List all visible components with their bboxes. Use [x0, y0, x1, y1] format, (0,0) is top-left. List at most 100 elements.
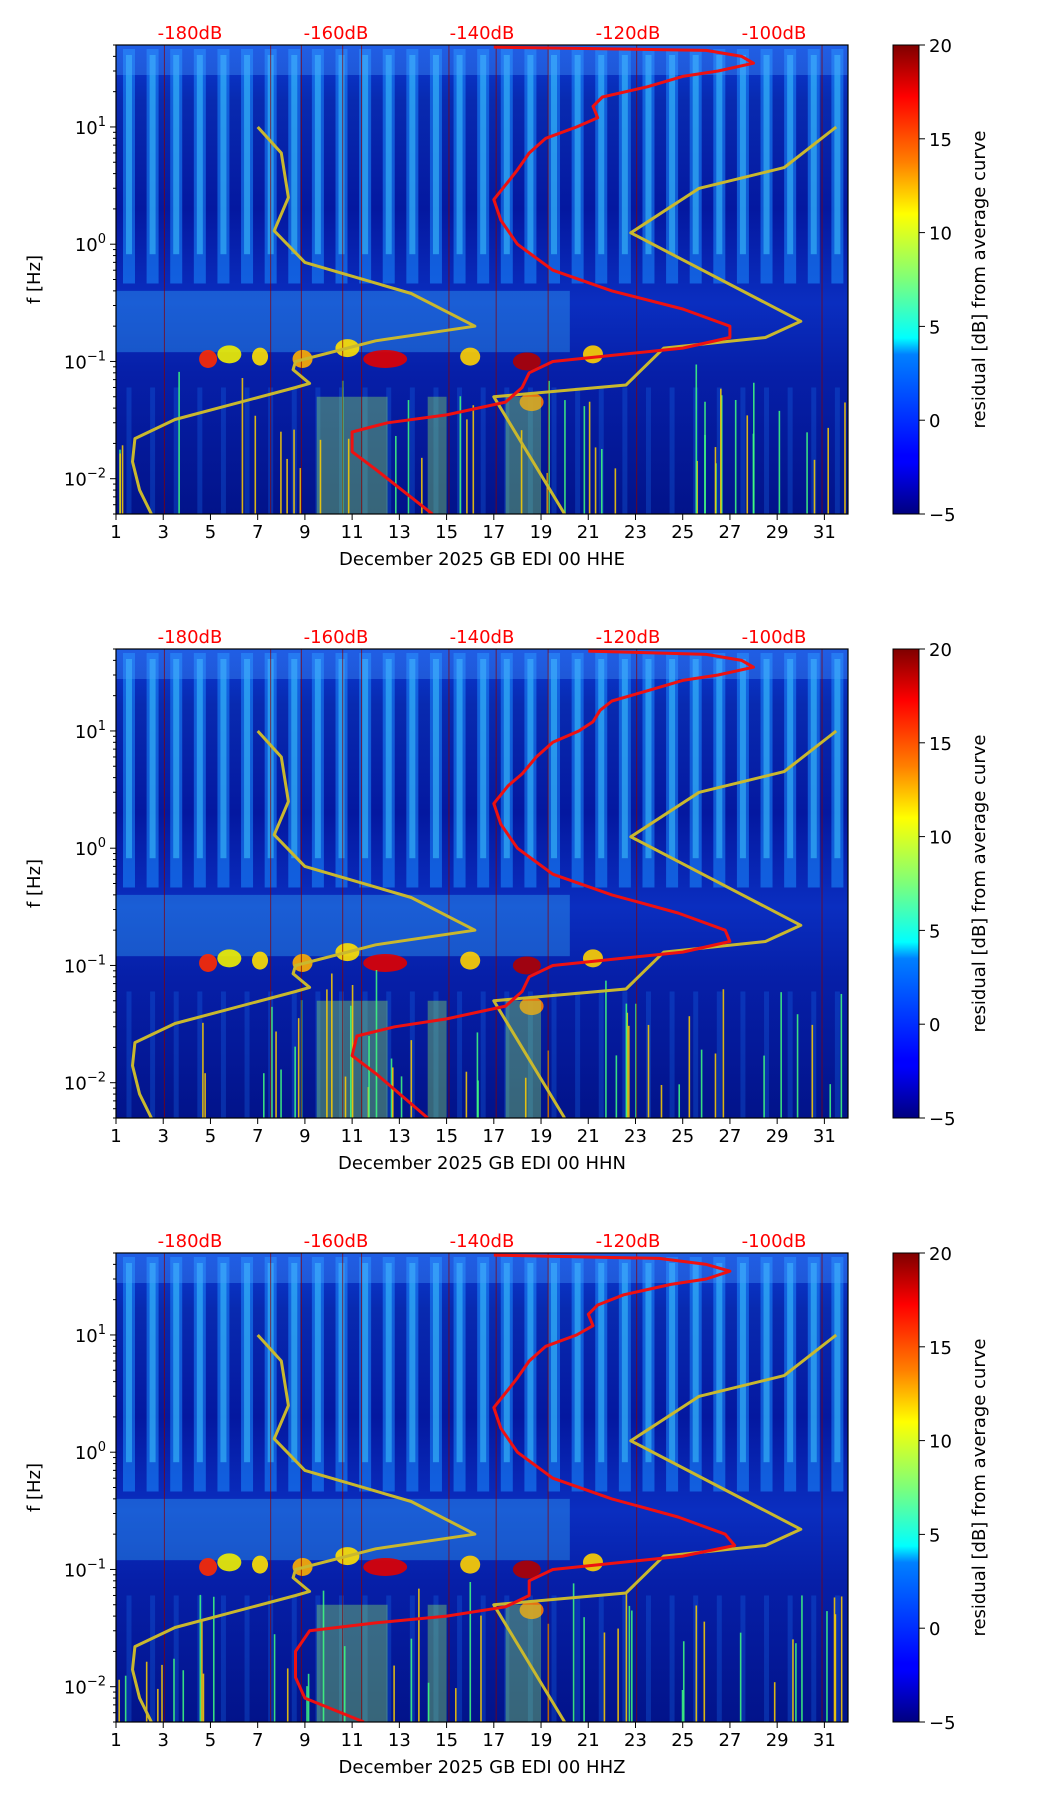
colorbar-tick-label: 5 — [929, 317, 940, 338]
db-scale-label: -120dB — [596, 627, 661, 648]
x-tick-label: 27 — [718, 1126, 741, 1147]
day-noise-core — [314, 55, 321, 255]
lowfreq-streak — [716, 991, 722, 1118]
lowfreq-streak — [575, 387, 581, 514]
x-tick-label: 27 — [718, 1730, 741, 1751]
energy-burst — [460, 1555, 481, 1574]
day-noise-core — [621, 1263, 628, 1463]
lowfreq-streak — [740, 1595, 746, 1722]
median-psd-curve — [294, 1253, 737, 1722]
day-noise-core — [456, 659, 463, 859]
lowfreq-streak — [220, 387, 226, 514]
y-axis-label: f [Hz] — [24, 859, 45, 908]
day-noise-core — [196, 1263, 203, 1463]
day-noise-core — [196, 55, 203, 255]
lowfreq-streak — [220, 991, 226, 1118]
noise-model-curve-high — [492, 729, 838, 1118]
energy-burst — [582, 1553, 603, 1572]
lowfreq-streak — [362, 387, 368, 514]
x-tick-label: 15 — [435, 1730, 458, 1751]
day-noise-core — [739, 1263, 746, 1463]
day-noise-core — [432, 1263, 439, 1463]
day-noise-core — [409, 1263, 416, 1463]
day-noise-core — [503, 55, 510, 255]
day-noise-core — [220, 659, 227, 859]
day-noise-core — [692, 55, 699, 255]
y-tick-label: 100 — [75, 232, 106, 256]
noise-model-curve-low — [131, 729, 477, 1118]
y-tick-label: 101 — [75, 115, 106, 139]
day-noise-core — [527, 55, 534, 255]
day-noise-core — [787, 55, 794, 255]
lowfreq-streak — [126, 387, 132, 514]
lowfreq-streak — [197, 387, 203, 514]
lowfreq-streak — [150, 991, 156, 1118]
x-tick-label: 29 — [766, 522, 789, 543]
day-noise-core — [598, 1263, 605, 1463]
db-scale-label: -100dB — [742, 23, 807, 44]
energy-burst — [363, 1557, 408, 1576]
lowfreq-streak — [480, 991, 486, 1118]
day-noise-core — [291, 1263, 298, 1463]
day-noise-core — [739, 55, 746, 255]
lowfreq-streak — [480, 387, 486, 514]
colorbar — [892, 44, 920, 515]
day-noise-core — [173, 1263, 180, 1463]
lowfreq-streak — [409, 991, 415, 1118]
median-psd-curve — [350, 649, 755, 1118]
day-noise-core — [362, 659, 369, 859]
lowfreq-streak — [150, 387, 156, 514]
day-noise-core — [338, 659, 345, 859]
day-noise-core — [669, 1263, 676, 1463]
x-tick-label: 19 — [530, 1730, 553, 1751]
day-noise-core — [362, 1263, 369, 1463]
db-scale-label: -180dB — [158, 1231, 223, 1252]
colorbar-tick-label: 0 — [929, 1619, 940, 1640]
lowfreq-streak — [622, 991, 628, 1118]
colorbar-tick-label: 5 — [929, 1525, 940, 1546]
y-tick-label: 10−1 — [64, 349, 106, 373]
x-tick-label: 11 — [341, 1730, 364, 1751]
lowfreq-streak — [575, 1595, 581, 1722]
lowfreq-streak — [645, 1595, 651, 1722]
plot-area — [116, 649, 848, 1118]
lowfreq-streak — [716, 1595, 722, 1722]
day-noise-core — [787, 1263, 794, 1463]
x-tick-label: 21 — [577, 522, 600, 543]
lowfreq-streak — [386, 1595, 392, 1722]
day-noise-core — [574, 1263, 581, 1463]
energy-burst — [512, 352, 541, 371]
noise-model-curve-high — [492, 125, 838, 514]
day-noise-core — [244, 659, 251, 859]
day-noise-core — [763, 55, 770, 255]
db-scale-label: -180dB — [158, 23, 223, 44]
lowfreq-streak — [811, 991, 817, 1118]
lowfreq-streak — [764, 991, 770, 1118]
x-tick-label: 3 — [157, 522, 168, 543]
day-noise-core — [574, 659, 581, 859]
x-tick-label: 17 — [482, 522, 505, 543]
energy-burst — [217, 1553, 242, 1572]
lowfreq-streak — [339, 991, 345, 1118]
y-axis-label: f [Hz] — [24, 255, 45, 304]
day-noise-core — [669, 659, 676, 859]
x-tick-label: 23 — [624, 522, 647, 543]
day-noise-core — [244, 55, 251, 255]
day-noise-core — [291, 659, 298, 859]
x-tick-label: 21 — [577, 1730, 600, 1751]
day-noise-core — [621, 659, 628, 859]
lowfreq-streak — [433, 1595, 439, 1722]
energy-burst — [363, 349, 408, 368]
day-noise-core — [574, 55, 581, 255]
x-tick-label: 13 — [388, 522, 411, 543]
db-scale-label: -120dB — [596, 23, 661, 44]
x-tick-label: 29 — [766, 1730, 789, 1751]
day-noise-core — [503, 1263, 510, 1463]
colorbar-tick-label: 10 — [929, 224, 952, 245]
colorbar-tick-label: 15 — [929, 1338, 952, 1359]
energy-burst — [199, 953, 218, 972]
lowfreq-streak — [669, 991, 675, 1118]
x-axis-label: December 2025 GB EDI 00 HHZ — [339, 1757, 626, 1778]
spectrogram-panel-3: 1 3 5 7 9 11 13 15 17 19 21 23 25 27 29 3110−210−110010… — [24, 1231, 990, 1778]
